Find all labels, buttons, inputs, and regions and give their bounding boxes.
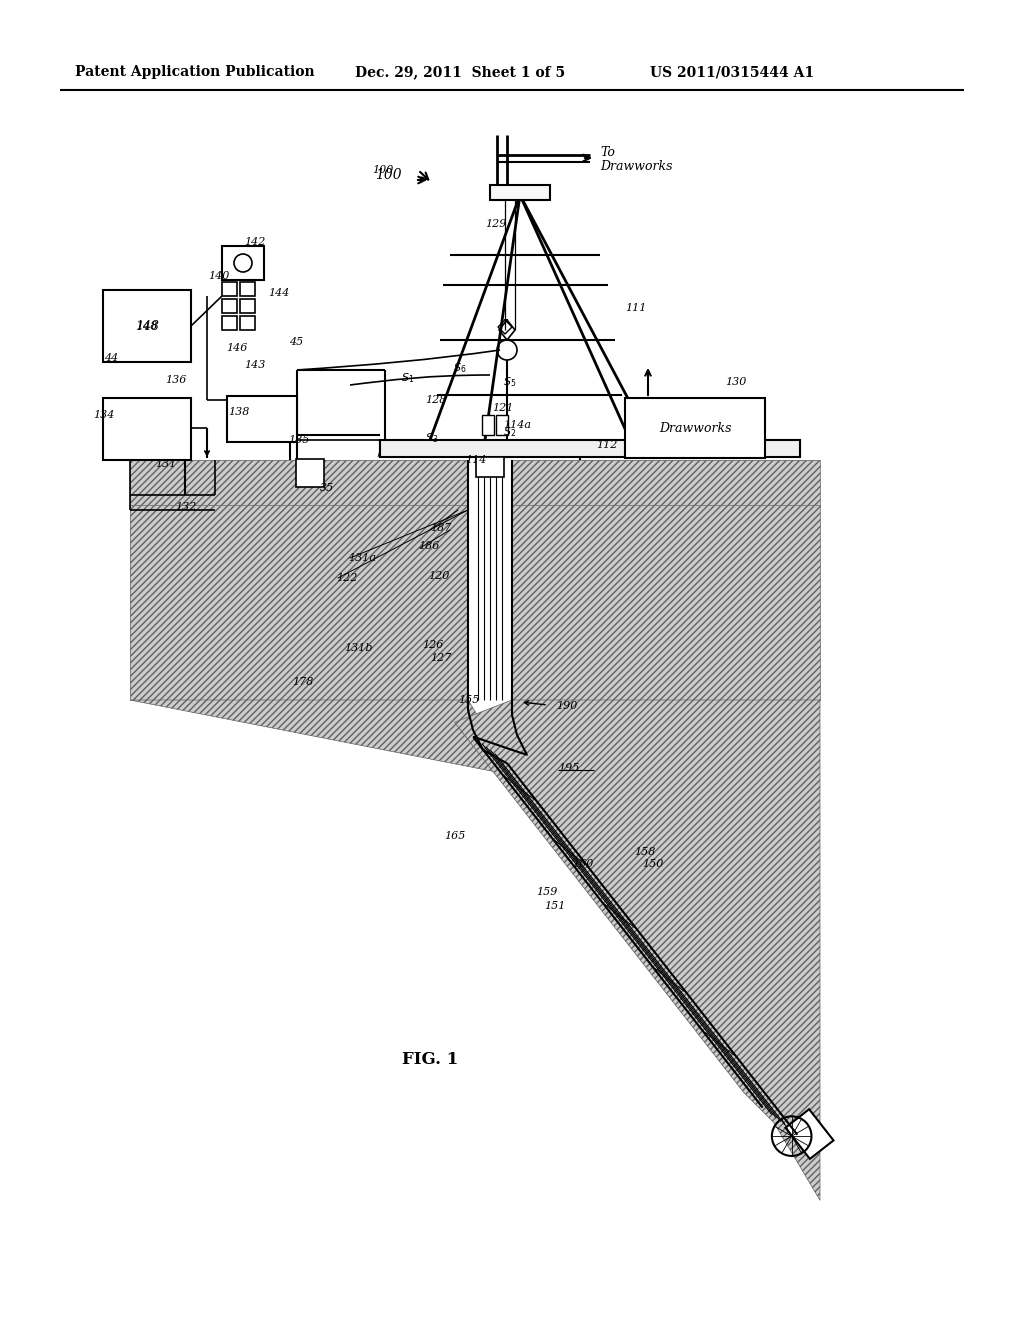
Text: 100: 100 — [373, 165, 394, 176]
Text: 143: 143 — [244, 360, 265, 370]
Text: 146: 146 — [226, 343, 248, 352]
Text: 158: 158 — [634, 847, 655, 857]
Bar — [482, 414, 494, 436]
Text: 131a: 131a — [348, 553, 376, 564]
Text: 142: 142 — [244, 238, 265, 247]
Text: Drawworks: Drawworks — [658, 421, 731, 434]
Bar — [222, 282, 237, 296]
Bar — [490, 185, 550, 201]
Text: 114: 114 — [465, 455, 486, 465]
Bar — [240, 315, 255, 330]
Text: 129: 129 — [485, 219, 507, 228]
Text: $S_5$: $S_5$ — [504, 375, 517, 389]
Bar — [296, 459, 324, 487]
Bar — [240, 282, 255, 296]
Bar — [240, 300, 255, 313]
Text: 148: 148 — [135, 319, 159, 333]
Bar — [222, 300, 237, 313]
Text: $S_3$: $S_3$ — [425, 432, 438, 445]
Text: FIG. 1: FIG. 1 — [401, 1052, 458, 1068]
Polygon shape — [512, 506, 820, 700]
Bar — [380, 440, 800, 457]
Text: 178: 178 — [292, 677, 313, 686]
Text: 138: 138 — [228, 407, 250, 417]
Text: 131: 131 — [155, 459, 176, 469]
Polygon shape — [455, 700, 820, 1200]
Text: 127: 127 — [430, 653, 452, 663]
Text: 128: 128 — [425, 395, 446, 405]
Bar — [785, 1109, 834, 1159]
Text: Dec. 29, 2011  Sheet 1 of 5: Dec. 29, 2011 Sheet 1 of 5 — [355, 65, 565, 79]
Text: 155: 155 — [458, 696, 479, 705]
Text: 111: 111 — [625, 304, 646, 313]
Text: 45: 45 — [289, 337, 303, 347]
Text: $S_1$: $S_1$ — [401, 371, 415, 385]
Text: 130: 130 — [725, 378, 746, 387]
Text: 150: 150 — [642, 859, 664, 869]
Text: 35: 35 — [319, 483, 334, 492]
Bar — [222, 246, 264, 280]
Text: $S_6$: $S_6$ — [454, 362, 467, 375]
Bar — [496, 414, 508, 436]
Text: 186: 186 — [418, 541, 439, 550]
Text: 190: 190 — [556, 701, 578, 711]
Text: 151: 151 — [544, 902, 565, 911]
Text: Patent Application Publication: Patent Application Publication — [75, 65, 314, 79]
Text: 132: 132 — [175, 502, 197, 512]
Text: 126: 126 — [422, 640, 443, 649]
Text: $S_2$: $S_2$ — [504, 425, 516, 438]
Text: 131b: 131b — [344, 643, 373, 653]
Text: 122: 122 — [336, 573, 357, 583]
Polygon shape — [130, 506, 468, 700]
Text: 140: 140 — [208, 271, 229, 281]
Bar — [103, 290, 191, 362]
Text: 100: 100 — [376, 168, 402, 182]
Polygon shape — [130, 700, 815, 1148]
Text: 159: 159 — [536, 887, 557, 898]
Bar — [625, 399, 765, 458]
Text: 114a: 114a — [503, 420, 531, 430]
Bar — [103, 399, 191, 459]
Text: US 2011/0315444 A1: US 2011/0315444 A1 — [650, 65, 814, 79]
Text: 144: 144 — [268, 288, 290, 298]
Text: 185: 185 — [288, 436, 309, 445]
Text: 165: 165 — [444, 832, 465, 841]
Bar — [222, 315, 237, 330]
Text: 148: 148 — [136, 321, 158, 331]
Text: 195: 195 — [558, 763, 580, 774]
Text: 134: 134 — [93, 411, 115, 420]
Text: 160: 160 — [572, 859, 593, 869]
Text: 136: 136 — [165, 375, 186, 385]
Text: To: To — [600, 145, 614, 158]
Bar — [476, 457, 504, 477]
Polygon shape — [130, 459, 468, 506]
Text: Drawworks: Drawworks — [600, 161, 673, 173]
Text: 187: 187 — [430, 523, 452, 533]
Text: 44: 44 — [104, 352, 118, 363]
FancyArrowPatch shape — [420, 172, 428, 180]
Polygon shape — [512, 459, 820, 506]
Text: 120: 120 — [428, 572, 450, 581]
Text: 112: 112 — [596, 440, 617, 450]
Text: 121: 121 — [492, 403, 513, 413]
Bar — [227, 396, 297, 442]
